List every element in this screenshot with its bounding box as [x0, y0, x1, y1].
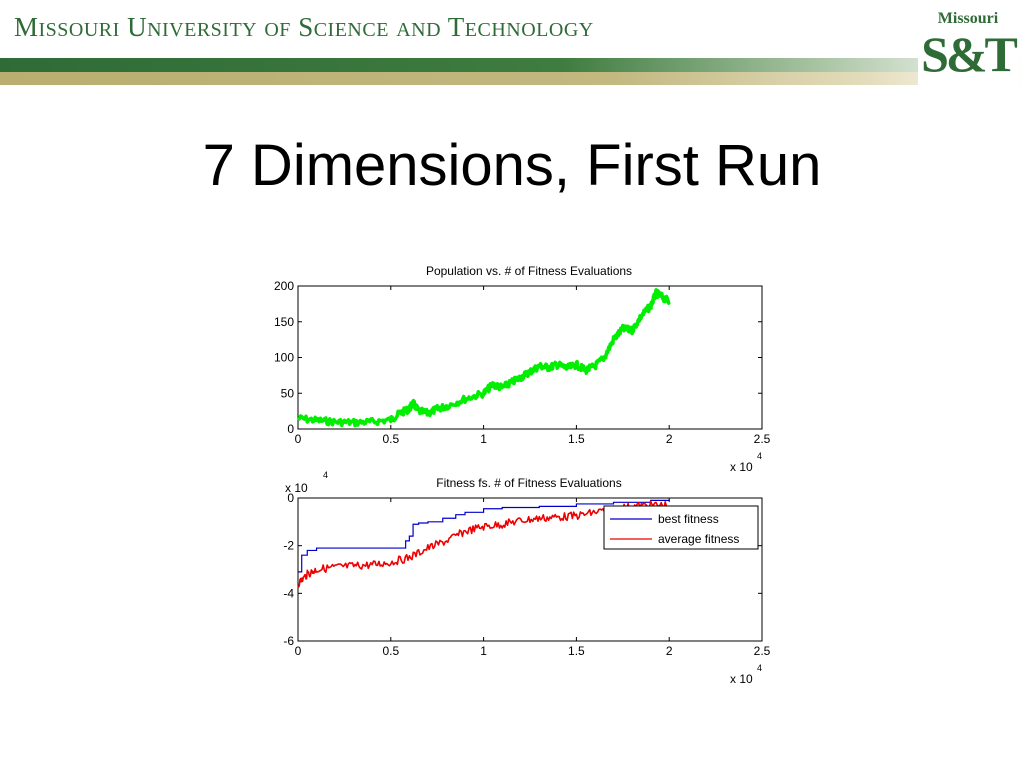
banner-green-bar: [0, 58, 1024, 72]
university-logo: Missouri S&T: [918, 6, 1018, 88]
legend-label: best fitness: [658, 512, 719, 526]
x-tick-label: 1: [480, 432, 487, 446]
y-tick-label: 50: [281, 386, 295, 400]
x-tick-label: 2: [666, 644, 673, 658]
y-tick-label: -2: [283, 539, 294, 553]
banner-tan-bar: [0, 72, 1024, 85]
series-line-population: [297, 288, 671, 428]
x-multiplier-exponent: 4: [757, 451, 762, 461]
y-tick-label: -4: [283, 586, 294, 600]
x-multiplier-label: x 10: [730, 460, 753, 474]
x-tick-label: 1.5: [568, 644, 585, 658]
x-multiplier-exponent: 4: [757, 663, 762, 673]
y-tick-label: 150: [274, 315, 294, 329]
plot-area: [297, 497, 763, 642]
x-tick-label: 2: [666, 432, 673, 446]
chart-title: Population vs. # of Fitness Evaluations: [426, 264, 632, 278]
x-tick-label: 0.5: [382, 432, 399, 446]
x-multiplier-label: x 10: [730, 672, 753, 686]
x-tick-label: 0: [295, 644, 302, 658]
logo-main-text: S&T: [921, 26, 1018, 82]
y-multiplier-label: x 10: [285, 481, 308, 495]
chart-2: Fitness fs. # of Fitness Evaluations 0 0.5…: [283, 470, 770, 686]
y-tick-label: 200: [274, 279, 294, 293]
university-banner-title: MISSOURI UNIVERSITY OF SCIENCE AND TECHN…: [14, 12, 594, 42]
series-line-average-fitness: [297, 500, 670, 588]
x-tick-label: 1.5: [568, 432, 585, 446]
logo-top-text: Missouri: [937, 10, 999, 27]
y-tick-label: 0: [287, 422, 294, 436]
x-tick-label: 0.5: [382, 644, 399, 658]
y-tick-label: 0: [287, 491, 294, 505]
y-multiplier-exponent: 4: [323, 470, 328, 480]
y-tick-label: -6: [283, 634, 294, 648]
slide-header: MISSOURI UNIVERSITY OF SCIENCE AND TECHN…: [0, 0, 1024, 90]
legend-box: [603, 505, 759, 550]
chart-1: Population vs. # of Fitness Evaluations 0…: [274, 264, 771, 474]
plot-area: [297, 285, 763, 430]
x-tick-label: 1: [480, 644, 487, 658]
legend-label: average fitness: [658, 532, 739, 546]
x-tick-label: 2.5: [754, 432, 771, 446]
x-tick-label: 2.5: [754, 644, 771, 658]
series-line-best-fitness: [298, 499, 670, 573]
chart-title: Fitness fs. # of Fitness Evaluations: [436, 476, 621, 490]
x-tick-label: 0: [295, 432, 302, 446]
slide-title: 7 Dimensions, First Run: [202, 133, 822, 198]
y-tick-label: 100: [274, 351, 294, 365]
